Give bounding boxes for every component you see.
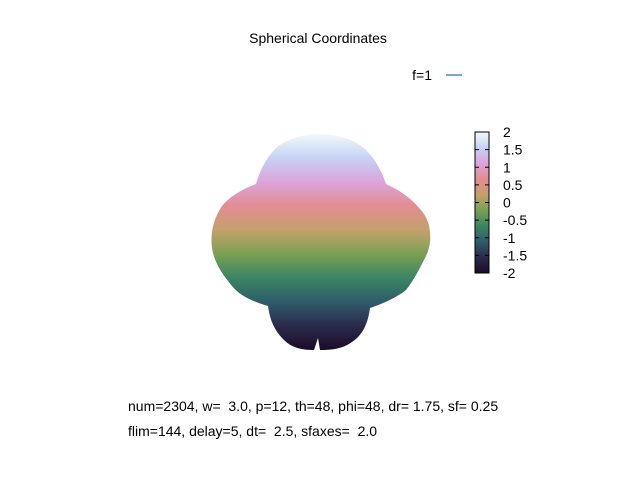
legend: f=1 xyxy=(412,67,462,83)
colorbar-tick-label: 1.5 xyxy=(503,142,523,158)
legend-label: f=1 xyxy=(412,67,432,83)
params-line-2: flim=144, delay=5, dt= 2.5, sfaxes= 2.0 xyxy=(128,423,378,439)
colorbar-tick-label: 2 xyxy=(503,124,511,140)
colorbar-tick-label: 1 xyxy=(503,159,511,175)
chart-title: Spherical Coordinates xyxy=(249,30,387,46)
colorbar-tick-label: 0 xyxy=(503,195,511,211)
colorbar-tick-label: -1 xyxy=(503,230,516,246)
colorbar-tick-label: -0.5 xyxy=(503,212,527,228)
spherical-surface xyxy=(211,134,431,350)
params-line-1: num=2304, w= 3.0, p=12, th=48, phi=48, d… xyxy=(128,398,499,414)
colorbar-tick-label: 0.5 xyxy=(503,177,523,193)
colorbar: 2 1.51 0.5 0-0.5 -1-1.5 -2 xyxy=(474,124,527,281)
colorbar-tick-label: -2 xyxy=(503,265,516,281)
colorbar-tick-label: -1.5 xyxy=(503,247,527,263)
colorbar-ticks: 2 1.51 0.5 0-0.5 -1-1.5 -2 xyxy=(475,124,527,281)
